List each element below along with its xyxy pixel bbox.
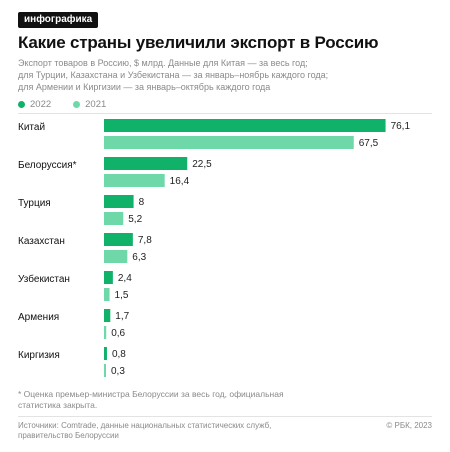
category-label: Китай bbox=[18, 122, 45, 133]
subtitle-line: для Армении и Киргизии — за январь–октяб… bbox=[18, 82, 271, 92]
bar-2022-category-4 bbox=[104, 271, 113, 284]
chart-subtitle: Экспорт товаров в Россию, $ млрд. Данные… bbox=[18, 57, 438, 93]
data-label-2022: 7,8 bbox=[138, 235, 152, 246]
data-label-2022: 0,8 bbox=[112, 349, 126, 360]
data-label-2022: 1,7 bbox=[115, 311, 129, 322]
category-label: Турция bbox=[18, 198, 51, 209]
copyright: © РБК, 2023 bbox=[386, 421, 432, 430]
bar-2021-category-6 bbox=[104, 364, 106, 377]
bar-2022-category-6 bbox=[104, 347, 107, 360]
subtitle-line: для Турции, Казахстана и Узбекистана — з… bbox=[18, 70, 329, 80]
legend-label-2022: 2022 bbox=[30, 99, 52, 110]
footnote-line: * Оценка премьер-министра Белоруссии за … bbox=[18, 389, 284, 399]
data-label-2022: 8 bbox=[139, 197, 145, 208]
data-label-2021: 67,5 bbox=[359, 138, 379, 149]
chart-legend: 2022 2021 bbox=[18, 99, 106, 110]
data-label-2021: 5,2 bbox=[128, 214, 142, 225]
bar-2021-category-2 bbox=[104, 212, 124, 225]
divider bbox=[18, 113, 432, 114]
bar-2022-category-3 bbox=[104, 233, 133, 246]
chart-title: Какие страны увеличили экспорт в Россию bbox=[18, 33, 379, 52]
bar-2021-category-4 bbox=[104, 288, 110, 301]
data-label-2022: 76,1 bbox=[391, 121, 411, 132]
data-label-2021: 1,5 bbox=[115, 290, 129, 301]
bar-2021-category-1 bbox=[104, 174, 165, 187]
bar-chart: Китай 76,1 67,5 Белоруссия* 22,516,4 Турция 8 5… bbox=[18, 119, 411, 377]
footnote: * Оценка премьер-министра Белоруссии за … bbox=[18, 389, 438, 411]
divider bbox=[18, 416, 432, 417]
subtitle-line: Экспорт товаров в Россию, $ млрд. Данные… bbox=[18, 58, 308, 68]
infographic-badge: инфографика bbox=[18, 12, 99, 28]
bar-2022-category-1 bbox=[104, 157, 188, 170]
bar-2022-category-2 bbox=[104, 195, 134, 208]
legend-item-2021: 2021 bbox=[73, 99, 106, 110]
data-label-2022: 22,5 bbox=[192, 159, 212, 170]
data-label-2021: 0,3 bbox=[111, 366, 125, 377]
category-label: Белоруссия* bbox=[18, 160, 77, 171]
data-label-2021: 6,3 bbox=[132, 252, 146, 263]
bar-2021-category-5 bbox=[104, 326, 107, 339]
legend-item-2022: 2022 bbox=[18, 99, 51, 110]
category-label: Казахстан bbox=[18, 236, 65, 247]
bar-2021-category-3 bbox=[104, 250, 128, 263]
sources-line: правительство Белоруссии bbox=[18, 431, 119, 440]
category-label: Киргизия bbox=[18, 350, 60, 361]
sources: Источники: Comtrade, данные национальных… bbox=[18, 421, 338, 441]
data-label-2022: 2,4 bbox=[118, 273, 132, 284]
bar-2022-category-5 bbox=[104, 309, 111, 322]
footnote-line: статистика закрыта. bbox=[18, 400, 98, 410]
sources-line: Источники: Comtrade, данные национальных… bbox=[18, 421, 272, 430]
bar-2022-category-0 bbox=[104, 119, 386, 132]
category-label: Узбекистан bbox=[18, 273, 70, 285]
data-label-2021: 0,6 bbox=[111, 328, 125, 339]
category-label: Армения bbox=[18, 312, 59, 323]
legend-swatch-2021 bbox=[73, 101, 81, 108]
bar-2021-category-0 bbox=[104, 136, 354, 149]
legend-swatch-2022 bbox=[18, 101, 25, 108]
legend-label-2021: 2021 bbox=[85, 99, 107, 110]
data-label-2021: 16,4 bbox=[170, 176, 190, 187]
